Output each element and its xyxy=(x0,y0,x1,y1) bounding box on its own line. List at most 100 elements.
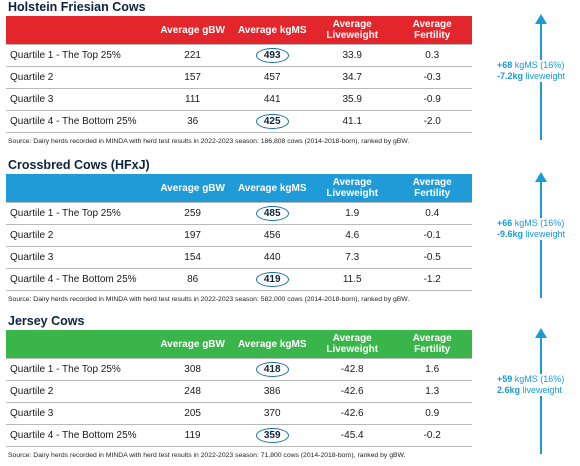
table-cell: 0.4 xyxy=(392,202,472,225)
data-table: Average gBW Average kgMS Average Liveweigh… xyxy=(6,174,472,291)
circled-value: 493 xyxy=(255,48,289,63)
table-cell: Quartile 4 - The Bottom 25% xyxy=(6,110,153,133)
section-title: Jersey Cows xyxy=(8,314,85,328)
table-cell: 259 xyxy=(152,202,233,225)
annotation: +59 kgMS (16%) 2.6kg liveweight xyxy=(497,374,565,396)
table-row: Quartile 2 248 386 -42.6 1.3 xyxy=(6,380,472,403)
header-cell: Average kgMS xyxy=(232,174,313,203)
table-cell: 205 xyxy=(152,402,233,425)
header-cell: Average gBW xyxy=(152,330,233,359)
circled-value: 419 xyxy=(255,272,289,287)
table-cell: 425 xyxy=(232,110,313,133)
table-cell: 457 xyxy=(232,66,313,89)
annotation-text: kgMS (16%) xyxy=(514,60,565,70)
table-cell: -42.6 xyxy=(312,402,393,425)
table-cell: Quartile 1 - The Top 25% xyxy=(6,202,153,225)
header-cell xyxy=(6,174,153,203)
header-cell: Average Liveweight xyxy=(312,174,393,203)
table-cell: 11.5 xyxy=(312,268,393,291)
table-row: Quartile 4 - The Bottom 25% 86 419 11.5 -1.2 xyxy=(6,268,472,291)
table-cell: 197 xyxy=(152,224,233,247)
table-cell: -1.2 xyxy=(392,268,472,291)
annotation-text: liveweight xyxy=(525,229,566,239)
table-cell: 485 xyxy=(232,202,313,225)
table-cell: 440 xyxy=(232,246,313,269)
table-cell: -0.9 xyxy=(392,88,472,111)
header-cell: Average Liveweight xyxy=(312,330,393,359)
annotation-strong: +66 xyxy=(497,218,513,228)
table-cell: 248 xyxy=(152,380,233,403)
table-row: Quartile 3 205 370 -42.6 0.9 xyxy=(6,402,472,425)
table-row: Quartile 1 - The Top 25% 259 485 1.9 0.4 xyxy=(6,202,472,225)
header-row: Average gBW Average kgMS Average Liveweigh… xyxy=(6,330,472,359)
table-cell: 386 xyxy=(232,380,313,403)
section: Crossbred Cows (HFxJ) Average gBW Average … xyxy=(0,158,580,310)
table-cell: 0.9 xyxy=(392,402,472,425)
annotation-line: -9.6kg liveweight xyxy=(497,229,565,240)
table-cell: 34.7 xyxy=(312,66,393,89)
header-row: Average gBW Average kgMS Average Liveweigh… xyxy=(6,16,472,45)
header-cell: Average Liveweight xyxy=(312,16,393,45)
table-cell: 157 xyxy=(152,66,233,89)
table-cell: Quartile 4 - The Bottom 25% xyxy=(6,424,153,447)
section: Holstein Friesian Cows Average gBW Average… xyxy=(0,0,580,152)
annotation-text: liveweight xyxy=(522,385,563,395)
table-cell: 4.6 xyxy=(312,224,393,247)
circled-value: 485 xyxy=(255,206,289,221)
table-cell: 308 xyxy=(152,358,233,381)
annotation-line: 2.6kg liveweight xyxy=(497,385,564,396)
table-cell: -2.0 xyxy=(392,110,472,133)
annotation-text: kgMS (16%) xyxy=(514,374,565,384)
table-cell: 221 xyxy=(152,44,233,67)
table-cell: -0.5 xyxy=(392,246,472,269)
table-row: Quartile 3 111 441 35.9 -0.9 xyxy=(6,88,472,111)
table-cell: Quartile 2 xyxy=(6,66,153,89)
header-cell: Average kgMS xyxy=(232,16,313,45)
table-cell: -42.8 xyxy=(312,358,393,381)
annotation: +66 kgMS (16%) -9.6kg liveweight xyxy=(497,218,566,240)
table-cell: Quartile 3 xyxy=(6,402,153,425)
table-cell: 1.6 xyxy=(392,358,472,381)
circled-value: 425 xyxy=(255,114,289,129)
annotation-line: +68 kgMS (16%) xyxy=(497,60,565,71)
annotation-line: +59 kgMS (16%) xyxy=(497,374,564,385)
table-cell: 359 xyxy=(232,424,313,447)
section-title: Holstein Friesian Cows xyxy=(8,0,146,14)
table-cell: -0.1 xyxy=(392,224,472,247)
table-cell: 119 xyxy=(152,424,233,447)
header-cell xyxy=(6,16,153,45)
table-cell: 1.9 xyxy=(312,202,393,225)
table-row: Quartile 1 - The Top 25% 221 493 33.9 0.3 xyxy=(6,44,472,67)
header-row: Average gBW Average kgMS Average Liveweigh… xyxy=(6,174,472,203)
section: Jersey Cows Average gBW Average kgMS Averag… xyxy=(0,314,580,466)
table-row: Quartile 4 - The Bottom 25% 119 359 -45.4 -0… xyxy=(6,424,472,447)
table-row: Quartile 2 197 456 4.6 -0.1 xyxy=(6,224,472,247)
table-cell: -0.2 xyxy=(392,424,472,447)
header-cell xyxy=(6,330,153,359)
source-note: Source: Dairy herds recorded in MINDA wi… xyxy=(8,138,410,145)
table-cell: -45.4 xyxy=(312,424,393,447)
annotation-line: -7.2kg liveweight xyxy=(497,71,565,82)
table-cell: 493 xyxy=(232,44,313,67)
table-cell: 41.1 xyxy=(312,110,393,133)
data-table: Average gBW Average kgMS Average Liveweigh… xyxy=(6,16,472,133)
table-row: Quartile 2 157 457 34.7 -0.3 xyxy=(6,66,472,89)
table-row: Quartile 3 154 440 7.3 -0.5 xyxy=(6,246,472,269)
annotation-line: +66 kgMS (16%) xyxy=(497,218,565,229)
source-note: Source: Dairy herds recorded in MINDA wi… xyxy=(8,296,410,303)
table-cell: 370 xyxy=(232,402,313,425)
table-cell: 418 xyxy=(232,358,313,381)
table-cell: Quartile 3 xyxy=(6,246,153,269)
table-cell: Quartile 2 xyxy=(6,224,153,247)
annotation-strong: -7.2kg xyxy=(497,71,524,81)
table-cell: Quartile 1 - The Top 25% xyxy=(6,358,153,381)
table-row: Quartile 1 - The Top 25% 308 418 -42.8 1.6 xyxy=(6,358,472,381)
header-cell: Average Fertility xyxy=(392,330,472,359)
circled-value: 359 xyxy=(255,428,289,443)
table-row: Quartile 4 - The Bottom 25% 36 425 41.1 -2.0 xyxy=(6,110,472,133)
annotation-strong: +59 xyxy=(497,374,513,384)
table-cell: Quartile 3 xyxy=(6,88,153,111)
table-cell: 1.3 xyxy=(392,380,472,403)
header-cell: Average Fertility xyxy=(392,174,472,203)
